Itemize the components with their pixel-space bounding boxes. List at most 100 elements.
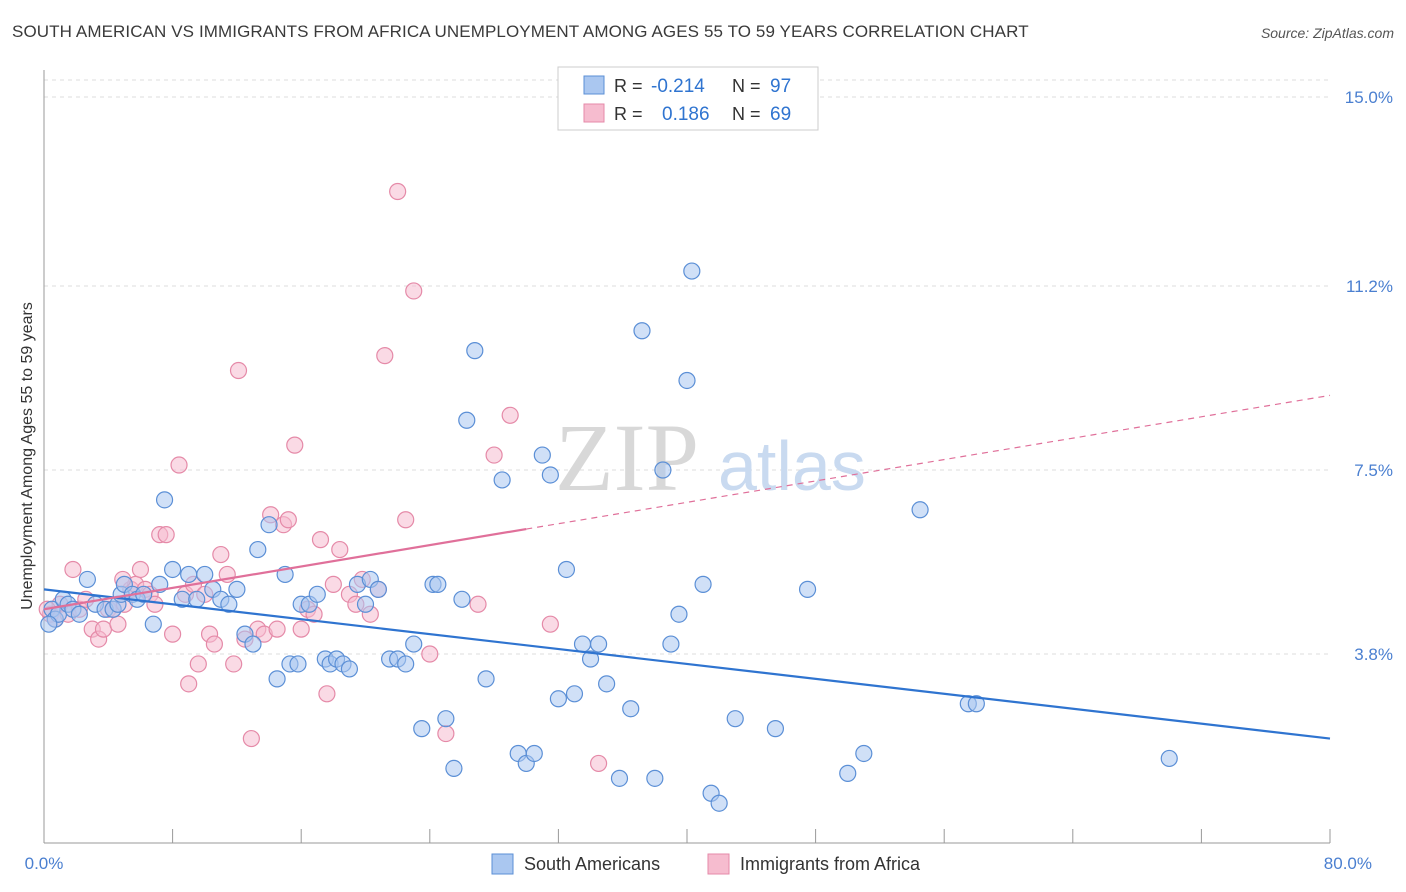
data-point bbox=[40, 615, 58, 633]
data-point bbox=[311, 531, 330, 549]
data-point bbox=[70, 605, 88, 623]
bottom-legend: South Americans Immigrants from Africa bbox=[491, 853, 921, 875]
data-point bbox=[429, 575, 447, 593]
data-point bbox=[967, 695, 985, 713]
data-point bbox=[589, 635, 608, 653]
legend-r-label-2: R = bbox=[614, 104, 643, 124]
series-south-americans bbox=[40, 262, 1178, 812]
data-point bbox=[324, 575, 342, 593]
data-point bbox=[78, 570, 97, 589]
trend-line-immigrants-solid bbox=[43, 527, 527, 611]
data-point bbox=[458, 411, 476, 429]
data-point bbox=[589, 754, 608, 773]
legend-r-label-1: R = bbox=[614, 76, 643, 96]
data-point bbox=[268, 670, 286, 688]
data-point bbox=[64, 560, 82, 579]
data-point bbox=[670, 605, 688, 623]
data-point bbox=[94, 620, 113, 638]
data-point bbox=[164, 625, 182, 643]
data-point bbox=[155, 491, 174, 509]
data-point bbox=[279, 511, 297, 529]
watermark: ZIP atlas bbox=[555, 404, 866, 511]
x-ticks bbox=[43, 829, 1331, 843]
data-point bbox=[413, 720, 431, 738]
data-point bbox=[485, 446, 503, 464]
data-point bbox=[453, 590, 471, 608]
data-point bbox=[610, 769, 629, 787]
data-point bbox=[188, 590, 206, 608]
data-point bbox=[541, 615, 559, 633]
data-point bbox=[109, 615, 127, 633]
data-point bbox=[369, 580, 387, 598]
data-point bbox=[683, 262, 701, 280]
data-point bbox=[445, 759, 463, 778]
data-point bbox=[710, 794, 728, 812]
data-point bbox=[405, 282, 423, 300]
data-point bbox=[533, 446, 551, 464]
data-point bbox=[557, 560, 576, 579]
data-point bbox=[622, 700, 640, 718]
data-point bbox=[437, 710, 455, 728]
data-point bbox=[421, 645, 439, 663]
data-point bbox=[131, 560, 150, 579]
legend-n-label-2: N = bbox=[732, 104, 761, 124]
data-point bbox=[331, 540, 349, 559]
data-point bbox=[766, 720, 785, 738]
data-point bbox=[249, 540, 267, 559]
y-tick-label: 7.5% bbox=[1354, 461, 1393, 480]
source-label: Source: ZipAtlas.com bbox=[1260, 25, 1394, 41]
data-point bbox=[726, 710, 744, 728]
data-point bbox=[340, 660, 359, 678]
data-point bbox=[229, 361, 248, 380]
y-tick-label: 15.0% bbox=[1345, 88, 1393, 107]
legend-swatch-blue bbox=[583, 75, 605, 95]
y-tick-labels: 3.8% 7.5% 11.2% 15.0% bbox=[1345, 88, 1393, 664]
data-point bbox=[1160, 749, 1178, 768]
data-point bbox=[318, 685, 336, 703]
bottom-legend-label-2: Immigrants from Africa bbox=[740, 854, 921, 874]
data-point bbox=[225, 655, 243, 673]
data-point bbox=[646, 769, 664, 787]
watermark-atlas: atlas bbox=[718, 427, 866, 505]
data-point bbox=[157, 526, 175, 544]
data-point bbox=[565, 685, 584, 703]
data-point bbox=[260, 516, 278, 534]
data-point bbox=[189, 655, 207, 673]
data-point bbox=[437, 724, 455, 743]
data-point bbox=[469, 595, 487, 613]
data-point bbox=[678, 371, 696, 390]
data-point bbox=[212, 545, 230, 564]
data-point bbox=[376, 347, 394, 365]
data-point bbox=[180, 675, 198, 693]
y-tick-label: 11.2% bbox=[1346, 277, 1393, 296]
data-point bbox=[541, 466, 559, 484]
data-point bbox=[170, 456, 188, 474]
legend-box: R = -0.214 N = 97 R = 0.186 N = 69 bbox=[557, 66, 819, 131]
data-point bbox=[405, 635, 423, 653]
data-point bbox=[356, 595, 375, 613]
y-tick-label: 3.8% bbox=[1354, 645, 1393, 664]
data-point bbox=[839, 764, 857, 782]
data-point bbox=[855, 744, 873, 763]
x-tick-label-max: 80.0% bbox=[1324, 854, 1372, 873]
data-point bbox=[466, 342, 484, 360]
legend-r-value-2: 0.186 bbox=[662, 104, 710, 125]
data-point bbox=[525, 744, 543, 763]
legend-r-value-1: -0.214 bbox=[651, 76, 705, 97]
data-point bbox=[242, 729, 260, 748]
data-point bbox=[798, 580, 817, 598]
data-point bbox=[493, 471, 511, 489]
legend-n-value-1: 97 bbox=[770, 76, 791, 97]
legend-n-label-1: N = bbox=[732, 76, 761, 96]
data-point bbox=[220, 595, 238, 613]
data-point bbox=[581, 650, 600, 668]
data-point bbox=[573, 635, 592, 653]
data-point bbox=[196, 565, 214, 584]
data-point bbox=[662, 635, 680, 653]
data-point bbox=[694, 575, 712, 593]
data-point bbox=[146, 595, 164, 613]
data-point bbox=[205, 635, 223, 653]
data-point bbox=[389, 182, 407, 201]
data-point bbox=[633, 322, 651, 340]
